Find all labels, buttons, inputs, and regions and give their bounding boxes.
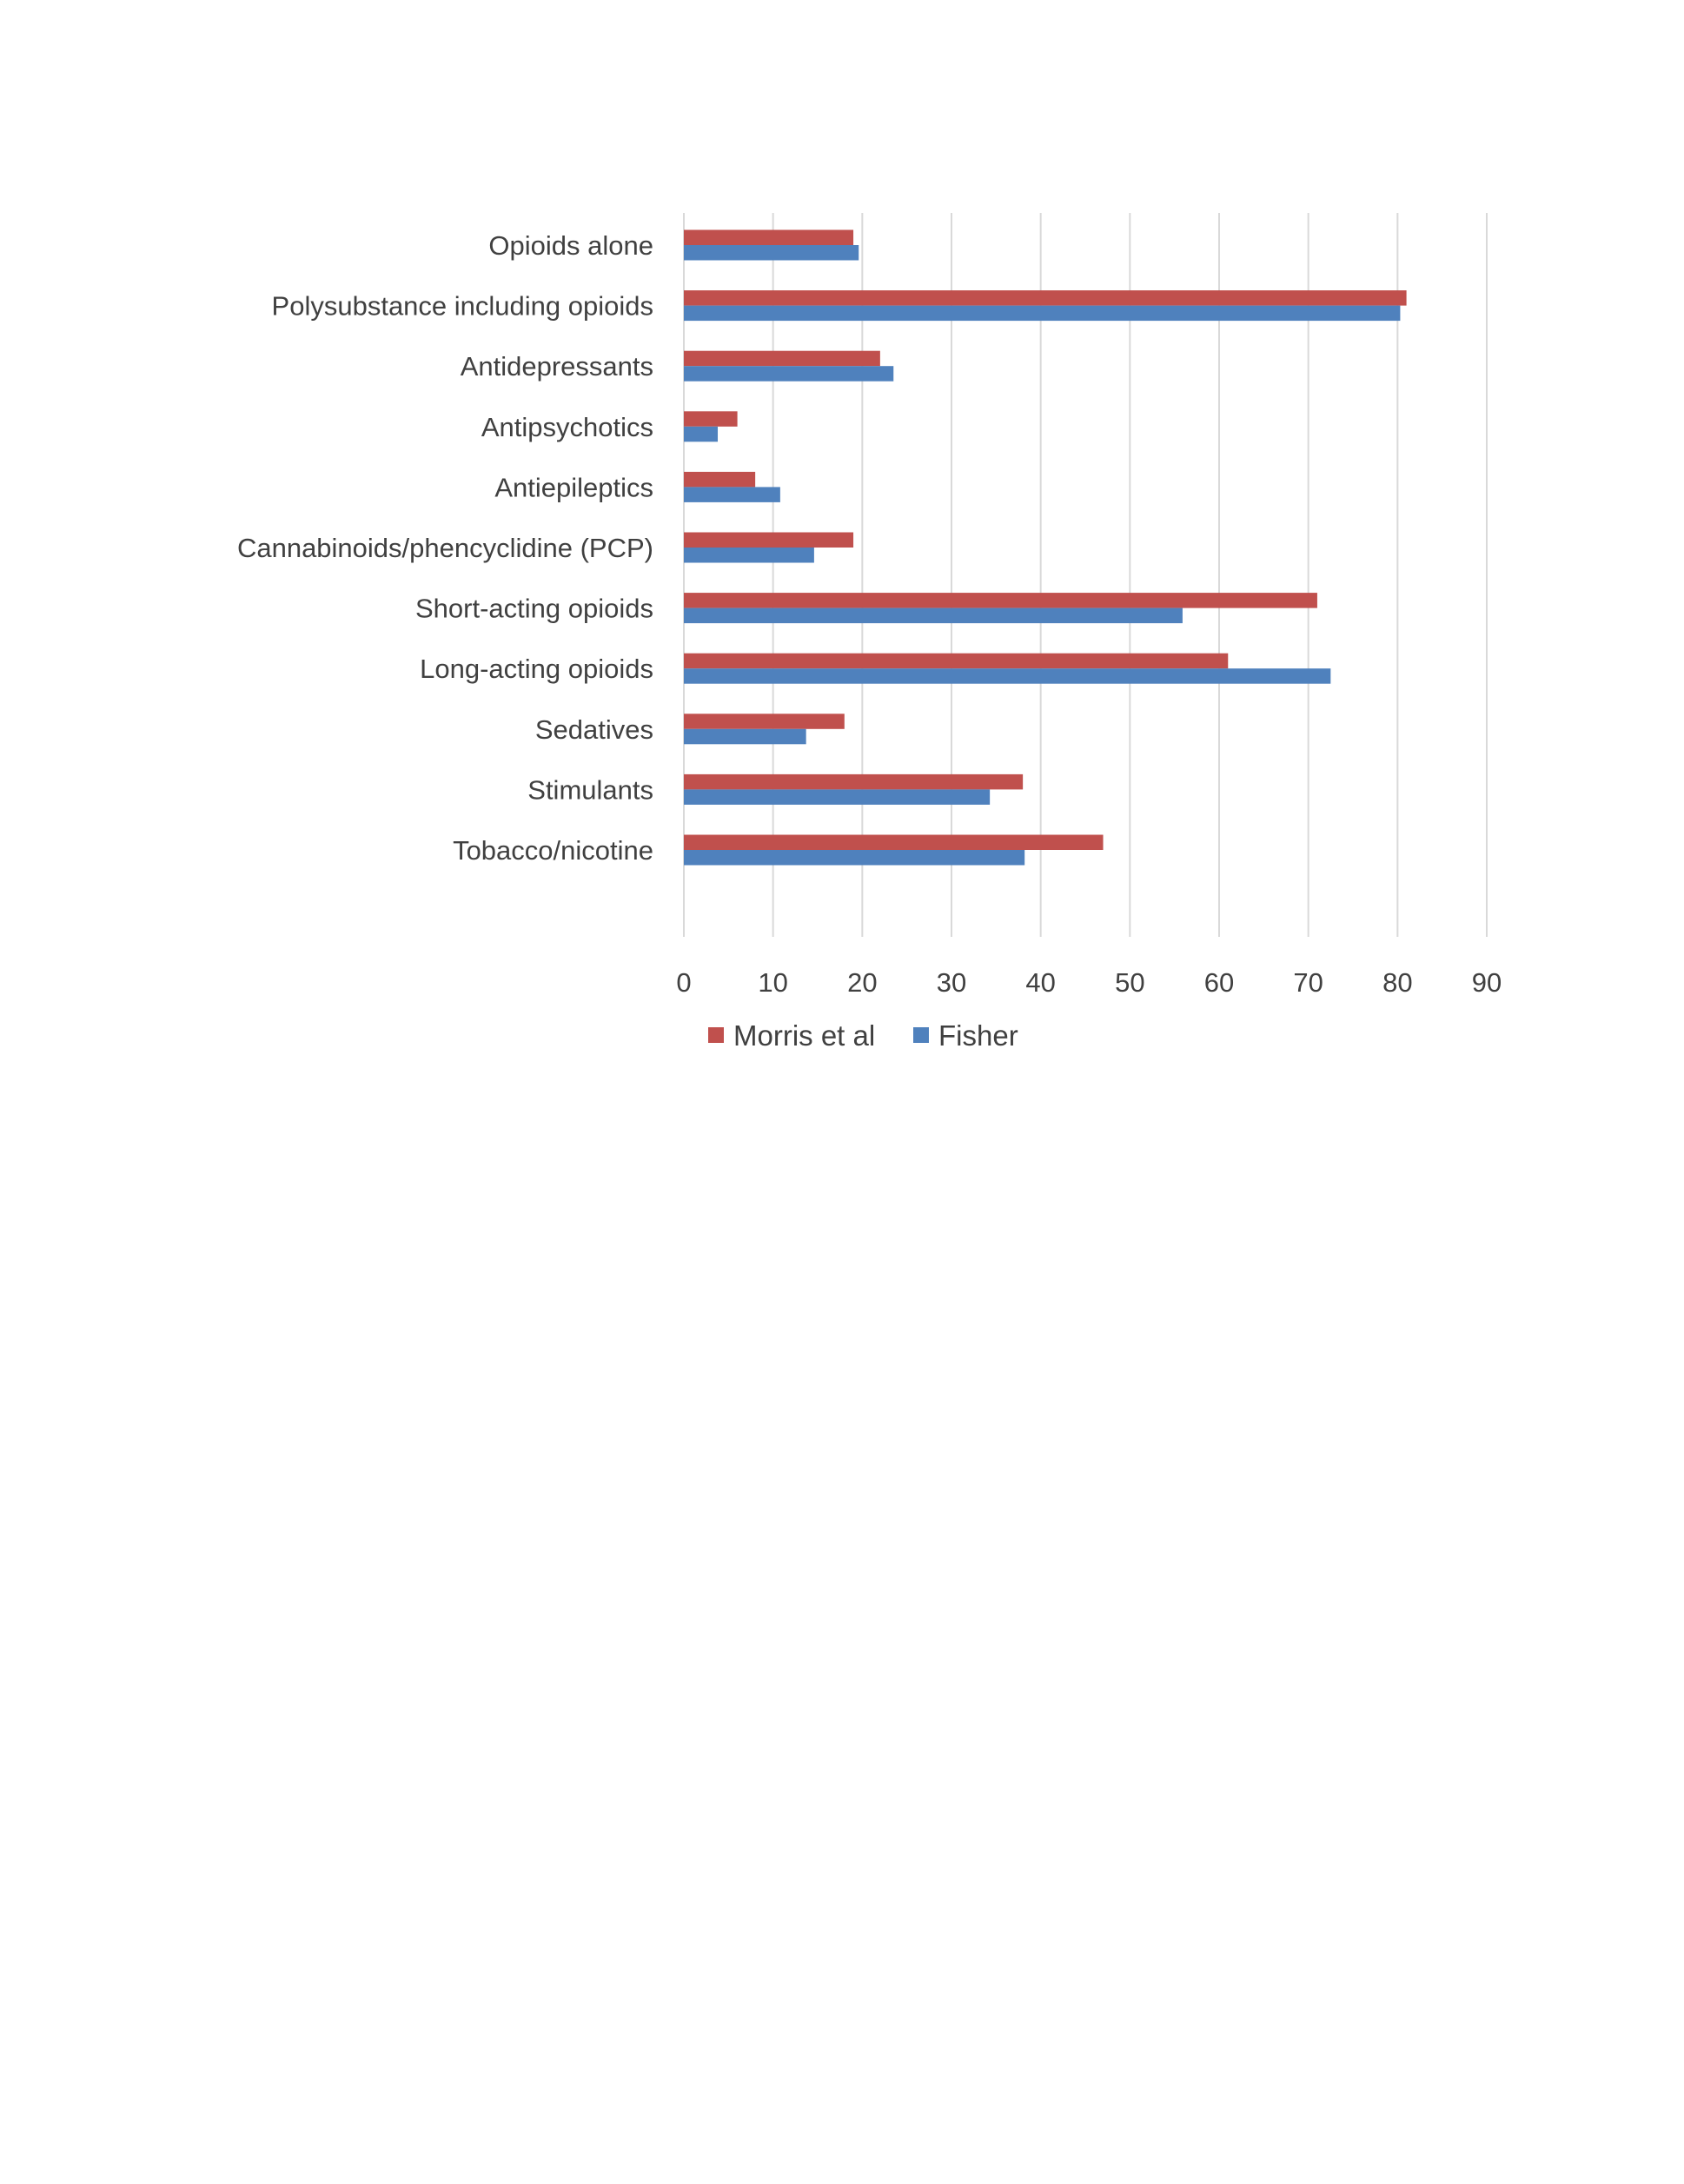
bar-fisher-antipsychotics (684, 426, 719, 442)
category-label-antiepileptics: Antiepileptics (494, 472, 653, 502)
category-label-long-acting-opioids: Long-acting opioids (420, 654, 653, 684)
bar-morris-et-al-cannabinoids-phencyclidine-pcp (684, 532, 854, 548)
x-tick-label-30: 30 (937, 967, 966, 998)
bar-morris-et-al-stimulants (684, 773, 1024, 790)
bar-fisher-antidepressants (684, 366, 894, 382)
bar-morris-et-al-tobacco-nicotine (684, 834, 1104, 850)
bar-fisher-opioids-alone (684, 245, 859, 261)
category-label-opioids-alone: Opioids alone (488, 230, 653, 261)
category-label-stimulants: Stimulants (527, 774, 653, 805)
bar-fisher-short-acting-opioids (684, 607, 1183, 624)
x-tick-label-80: 80 (1382, 967, 1412, 998)
x-tick-label-90: 90 (1472, 967, 1502, 998)
gridlines (683, 213, 1488, 937)
bar-fisher-tobacco-nicotine (684, 850, 1025, 866)
legend: Morris et al Fisher (708, 1019, 1018, 1052)
bar-fisher-polysubstance-including-opioids (684, 305, 1401, 322)
category-label-polysubstance-including-opioids: Polysubstance including opioids (272, 291, 653, 322)
category-label-cannabinoids-phencyclidine-pcp: Cannabinoids/phencyclidine (PCP) (237, 533, 653, 563)
x-tick-label-20: 20 (847, 967, 877, 998)
bar-fisher-stimulants (684, 789, 991, 805)
category-labels: Opioids alone Polysubstance including opi… (237, 230, 653, 866)
legend-label-morris-et-al: Morris et al (733, 1019, 875, 1052)
bar-fisher-cannabinoids-phencyclidine-pcp (684, 548, 814, 563)
bar-fisher-sedatives (684, 728, 806, 745)
bar-morris-et-al-opioids-alone (684, 229, 854, 245)
x-tick-label-0: 0 (676, 967, 691, 998)
x-tick-label-60: 60 (1204, 967, 1234, 998)
x-tick-label-40: 40 (1025, 967, 1055, 998)
bar-morris-et-al-long-acting-opioids (684, 653, 1229, 669)
bar-fisher-antiepileptics (684, 487, 780, 502)
bar-morris-et-al-antipsychotics (684, 411, 738, 427)
x-tick-label-10: 10 (758, 967, 787, 998)
x-tick-label-70: 70 (1293, 967, 1323, 998)
bars (684, 229, 1407, 866)
category-label-antipsychotics: Antipsychotics (481, 412, 653, 442)
bar-morris-et-al-short-acting-opioids (684, 593, 1317, 608)
bar-morris-et-al-polysubstance-including-opioids (684, 290, 1407, 306)
category-label-antidepressants: Antidepressants (461, 351, 653, 382)
x-axis-tick-labels: 0 10 20 30 40 50 60 70 80 90 (676, 967, 1502, 998)
bar-morris-et-al-sedatives (684, 714, 845, 729)
legend-swatch-fisher (913, 1027, 929, 1043)
bar-morris-et-al-antidepressants (684, 350, 880, 367)
legend-swatch-morris-et-al (708, 1027, 724, 1043)
category-label-tobacco-nicotine: Tobacco/nicotine (453, 835, 653, 866)
x-tick-label-50: 50 (1115, 967, 1144, 998)
category-label-short-acting-opioids: Short-acting opioids (415, 594, 653, 624)
bar-morris-et-al-antiepileptics (684, 471, 756, 488)
legend-label-fisher: Fisher (938, 1019, 1018, 1052)
bar-fisher-long-acting-opioids (684, 668, 1331, 684)
category-label-sedatives: Sedatives (535, 714, 653, 745)
